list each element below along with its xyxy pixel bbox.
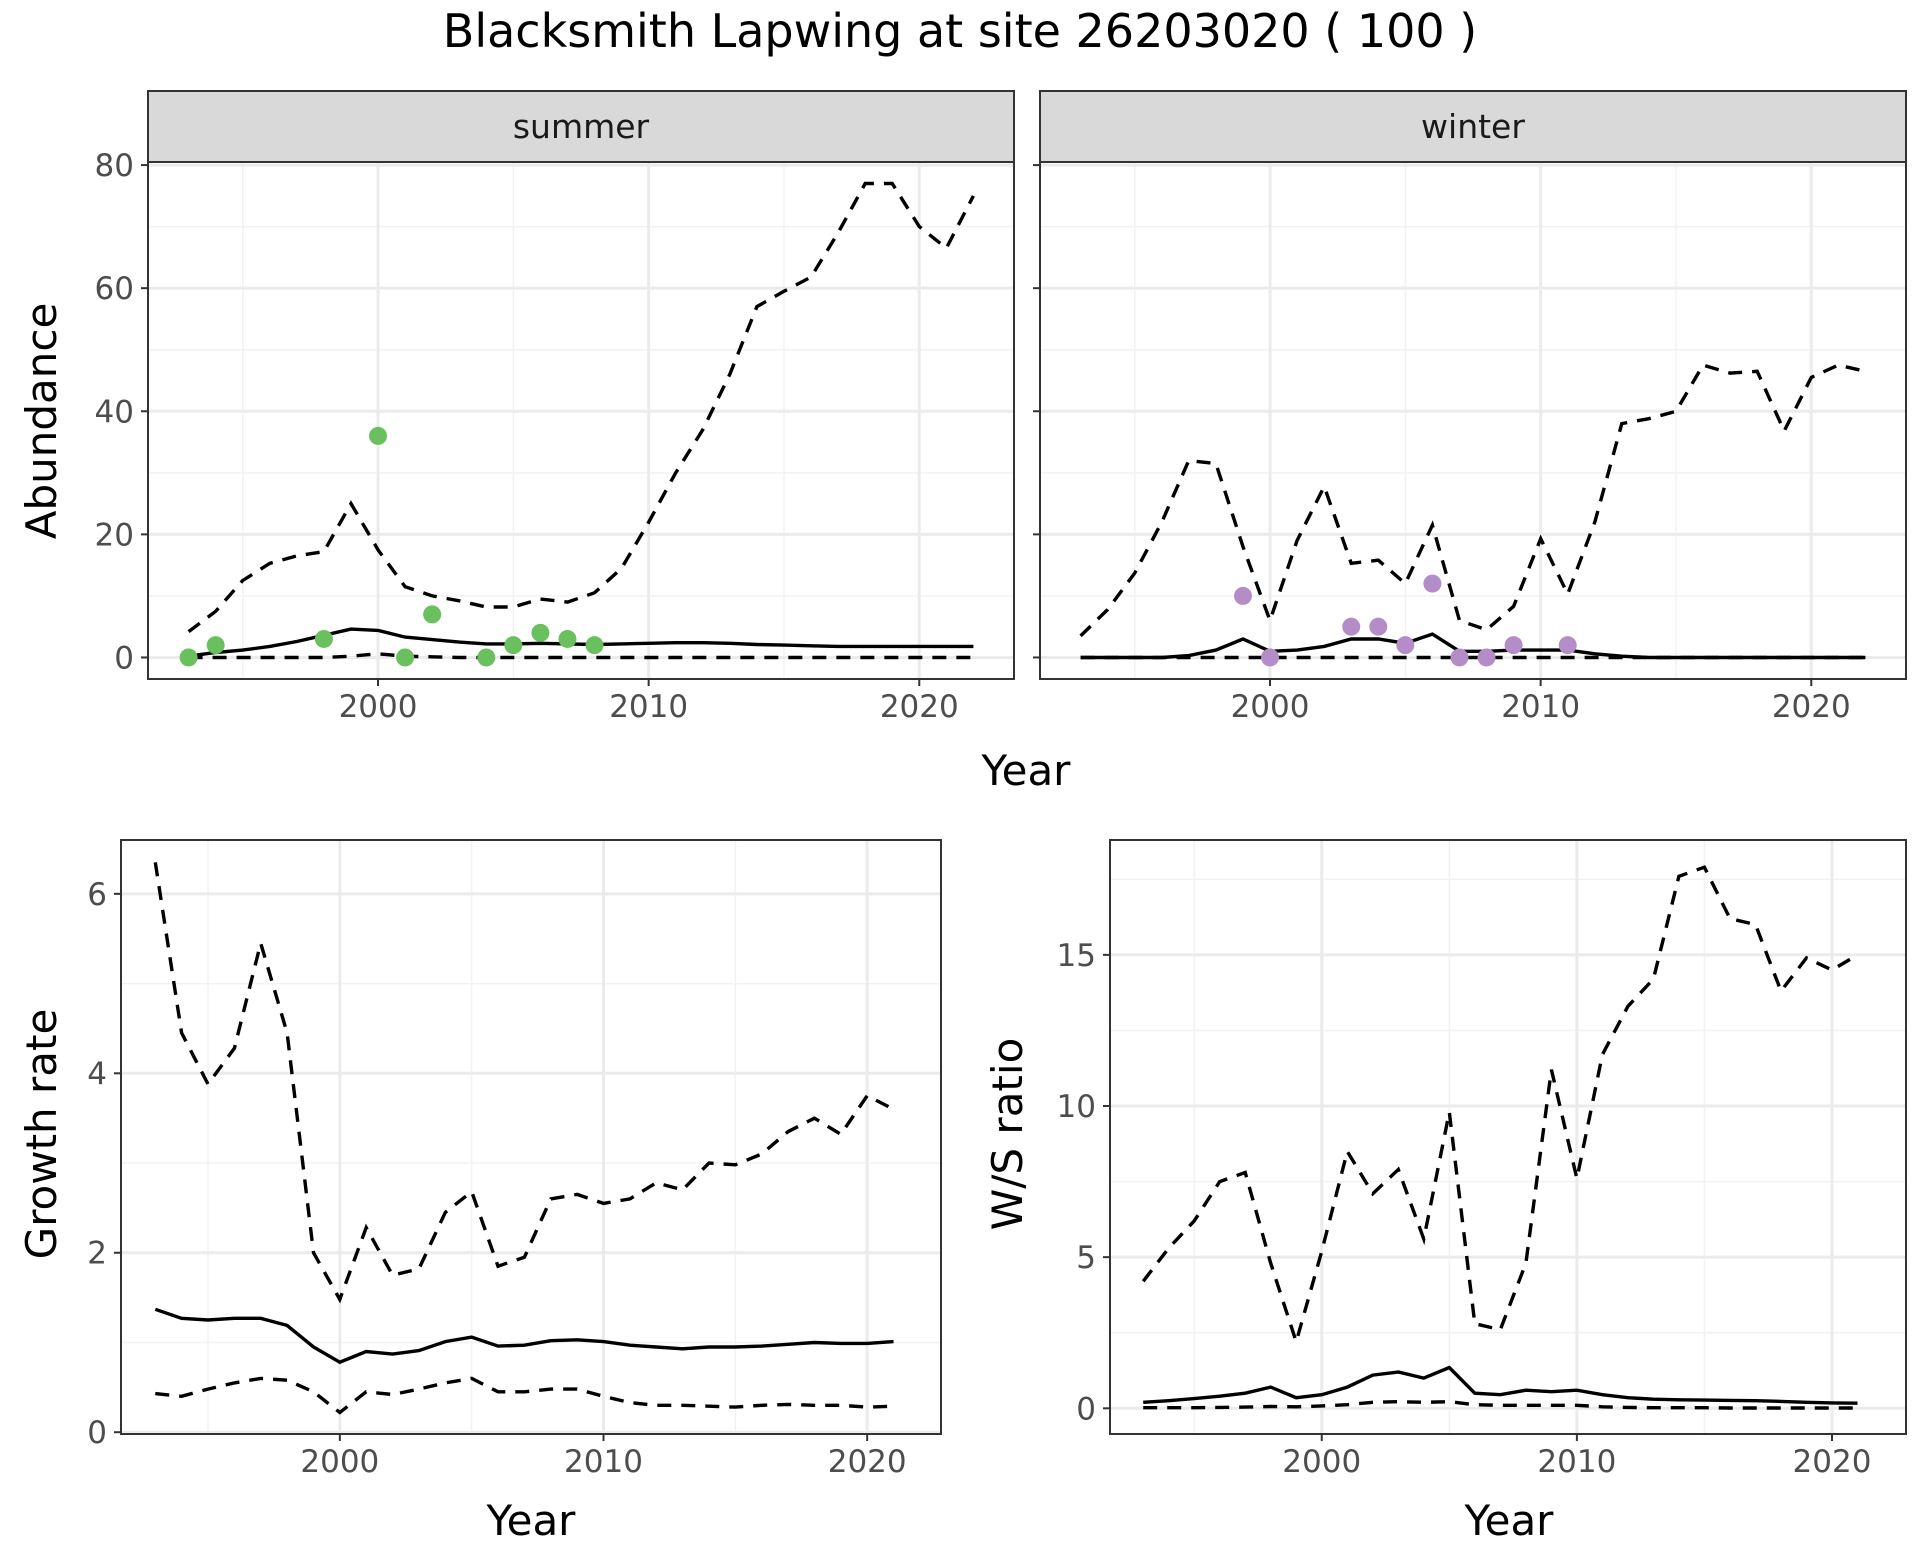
ws-y-axis-title: W/S ratio: [983, 1038, 1032, 1231]
series-line-upper: [1079, 363, 1866, 638]
data-point: [558, 629, 577, 648]
panel-border: [1039, 161, 1907, 680]
x-tick-label: 2010: [564, 1444, 643, 1480]
strip-winter: [1039, 90, 1907, 163]
data-point: [531, 623, 550, 642]
x-tick-label: 2000: [1231, 689, 1310, 725]
data-point: [206, 636, 225, 655]
series-line-upper: [187, 181, 975, 633]
x-tick-label: 2020: [828, 1444, 907, 1480]
data-point: [1396, 636, 1415, 655]
x-tick-label: 2000: [339, 689, 418, 725]
panel-growth-rate: 2000 2010 2020 0 2 4 6: [87, 839, 942, 1480]
y-tick-label: 20: [95, 517, 134, 553]
panel-ws-ratio: 2000 2010 2020 0 5 10 15: [1057, 839, 1907, 1480]
y-tick-label: 5: [1076, 1240, 1096, 1276]
x-tick-label: 2010: [609, 689, 688, 725]
y-tick-label: 4: [87, 1056, 107, 1092]
data-point: [1423, 574, 1442, 593]
strip-label-summer: summer: [513, 107, 650, 146]
strip-summer: [147, 90, 1015, 163]
data-point: [1369, 617, 1388, 636]
y-tick-label: 0: [114, 640, 134, 676]
series-line-upper: [1141, 865, 1859, 1348]
data-point: [1450, 648, 1469, 667]
ws-x-axis-title: Year: [1464, 1496, 1555, 1545]
top-y-axis-title: Abundance: [17, 303, 66, 540]
data-point: [314, 629, 333, 648]
x-tick-label: 2010: [1537, 1444, 1616, 1480]
y-tick-label: 60: [95, 271, 134, 307]
figure-title: Blacksmith Lapwing at site 26203020 ( 10…: [443, 4, 1477, 58]
data-point: [504, 636, 523, 655]
data-point: [477, 648, 496, 667]
panel-summer-abundance: 2000 2010 2020 0 20 40 60 80: [95, 148, 1015, 725]
x-tick-label: 2020: [880, 689, 959, 725]
strip-label-winter: winter: [1421, 107, 1525, 146]
data-point: [179, 648, 198, 667]
data-point: [369, 426, 388, 445]
series-line-estimate: [154, 1307, 894, 1365]
panel-border: [1109, 839, 1907, 1435]
data-point: [1477, 648, 1496, 667]
growth-x-axis-title: Year: [486, 1496, 577, 1545]
data-point: [423, 605, 442, 624]
data-point: [585, 636, 604, 655]
series-line-estimate: [1143, 1365, 1858, 1405]
x-tick-label: 2020: [1772, 689, 1851, 725]
x-tick-label: 2020: [1793, 1444, 1872, 1480]
x-tick-label: 2010: [1501, 689, 1580, 725]
data-point: [1504, 636, 1523, 655]
y-tick-label: 2: [87, 1236, 107, 1272]
data-point: [1558, 636, 1577, 655]
series-line-estimate: [1080, 632, 1866, 660]
y-tick-label: 15: [1057, 938, 1096, 974]
y-tick-label: 10: [1057, 1089, 1096, 1125]
y-tick-label: 40: [95, 394, 134, 430]
panel-border: [147, 161, 1015, 680]
growth-y-axis-title: Growth rate: [17, 1009, 66, 1260]
panel-border: [120, 839, 942, 1435]
y-tick-label: 80: [95, 148, 134, 184]
panel-winter-abundance: 2000 2010 2020: [1033, 161, 1907, 725]
y-tick-label: 0: [87, 1415, 107, 1451]
y-tick-label: 0: [1076, 1391, 1096, 1427]
data-point: [396, 648, 415, 667]
data-point: [1233, 586, 1252, 605]
top-x-axis-title: Year: [981, 746, 1072, 795]
x-tick-label: 2000: [1282, 1444, 1361, 1480]
series-line-lower: [155, 1376, 894, 1415]
y-tick-label: 6: [87, 877, 107, 913]
series-line-lower: [188, 652, 974, 660]
data-point: [1342, 617, 1361, 636]
series-line-upper: [153, 862, 895, 1304]
x-tick-label: 2000: [300, 1444, 379, 1480]
series-line-estimate: [188, 627, 974, 658]
data-point: [1261, 648, 1280, 667]
